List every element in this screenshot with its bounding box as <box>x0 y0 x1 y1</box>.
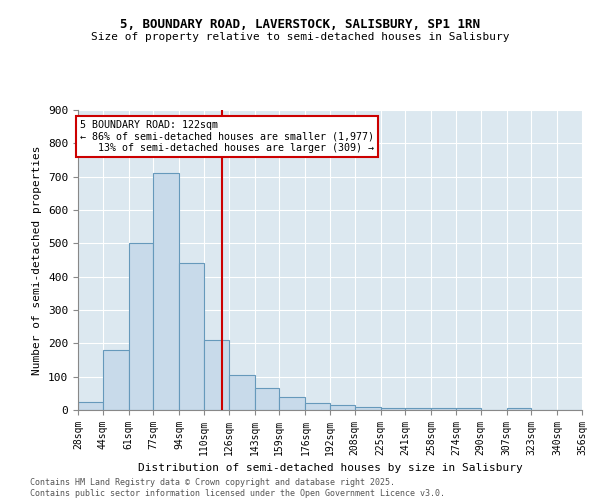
Bar <box>153 174 179 410</box>
X-axis label: Distribution of semi-detached houses by size in Salisbury: Distribution of semi-detached houses by … <box>137 464 523 473</box>
Bar <box>355 406 381 410</box>
Bar <box>78 402 103 410</box>
Text: Contains HM Land Registry data © Crown copyright and database right 2025.
Contai: Contains HM Land Registry data © Crown c… <box>30 478 445 498</box>
Bar <box>129 244 153 410</box>
Bar <box>456 408 481 410</box>
Bar <box>179 264 204 410</box>
Y-axis label: Number of semi-detached properties: Number of semi-detached properties <box>32 145 43 375</box>
Bar <box>507 408 531 410</box>
Bar <box>431 408 456 410</box>
Bar <box>229 375 255 410</box>
Text: Size of property relative to semi-detached houses in Salisbury: Size of property relative to semi-detach… <box>91 32 509 42</box>
Bar <box>405 408 431 410</box>
Bar <box>204 340 229 410</box>
Bar <box>255 388 279 410</box>
Bar <box>279 396 305 410</box>
Bar <box>330 405 355 410</box>
Bar <box>103 350 129 410</box>
Text: 5, BOUNDARY ROAD, LAVERSTOCK, SALISBURY, SP1 1RN: 5, BOUNDARY ROAD, LAVERSTOCK, SALISBURY,… <box>120 18 480 30</box>
Text: 5 BOUNDARY ROAD: 122sqm
← 86% of semi-detached houses are smaller (1,977)
   13%: 5 BOUNDARY ROAD: 122sqm ← 86% of semi-de… <box>80 120 374 153</box>
Bar <box>381 408 405 410</box>
Bar <box>305 404 330 410</box>
